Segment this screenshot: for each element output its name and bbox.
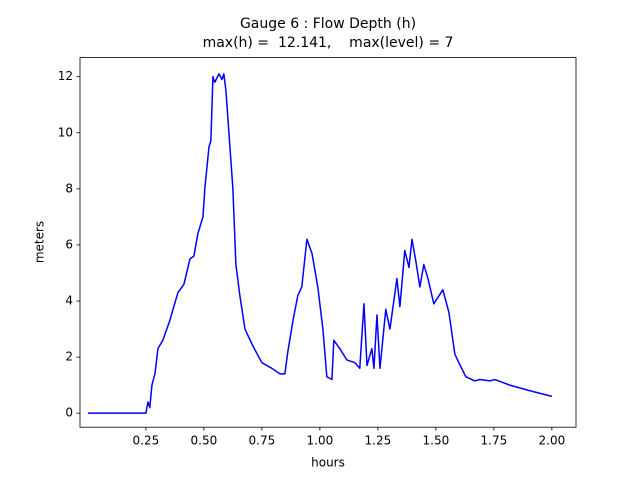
y-tick-label: 4: [65, 294, 73, 308]
x-tick-label: 0.50: [191, 434, 218, 448]
x-tick-label: 0.75: [249, 434, 276, 448]
x-tick-label: 2.00: [539, 434, 566, 448]
y-tick-label: 6: [65, 237, 73, 251]
y-tick-label: 10: [58, 125, 73, 139]
axes-frame: [79, 57, 577, 428]
x-tick-label: 1.00: [307, 434, 334, 448]
chart-subtitle: max(h) = 12.141, max(level) = 7: [203, 35, 454, 51]
y-tick-label: 12: [58, 69, 73, 83]
data-line: [87, 73, 553, 414]
x-tick-label: 1.25: [365, 434, 392, 448]
chart-title: Gauge 6 : Flow Depth (h): [240, 16, 416, 32]
y-tick-label: 2: [65, 350, 73, 364]
x-tick-label: 0.25: [133, 434, 160, 448]
x-tick-label: 1.75: [481, 434, 508, 448]
y-axis-label: meters: [33, 221, 47, 263]
y-tick-label: 0: [65, 406, 73, 420]
x-tick-label: 1.50: [423, 434, 450, 448]
x-axis-label: hours: [311, 456, 345, 470]
y-tick-label: 8: [65, 181, 73, 195]
